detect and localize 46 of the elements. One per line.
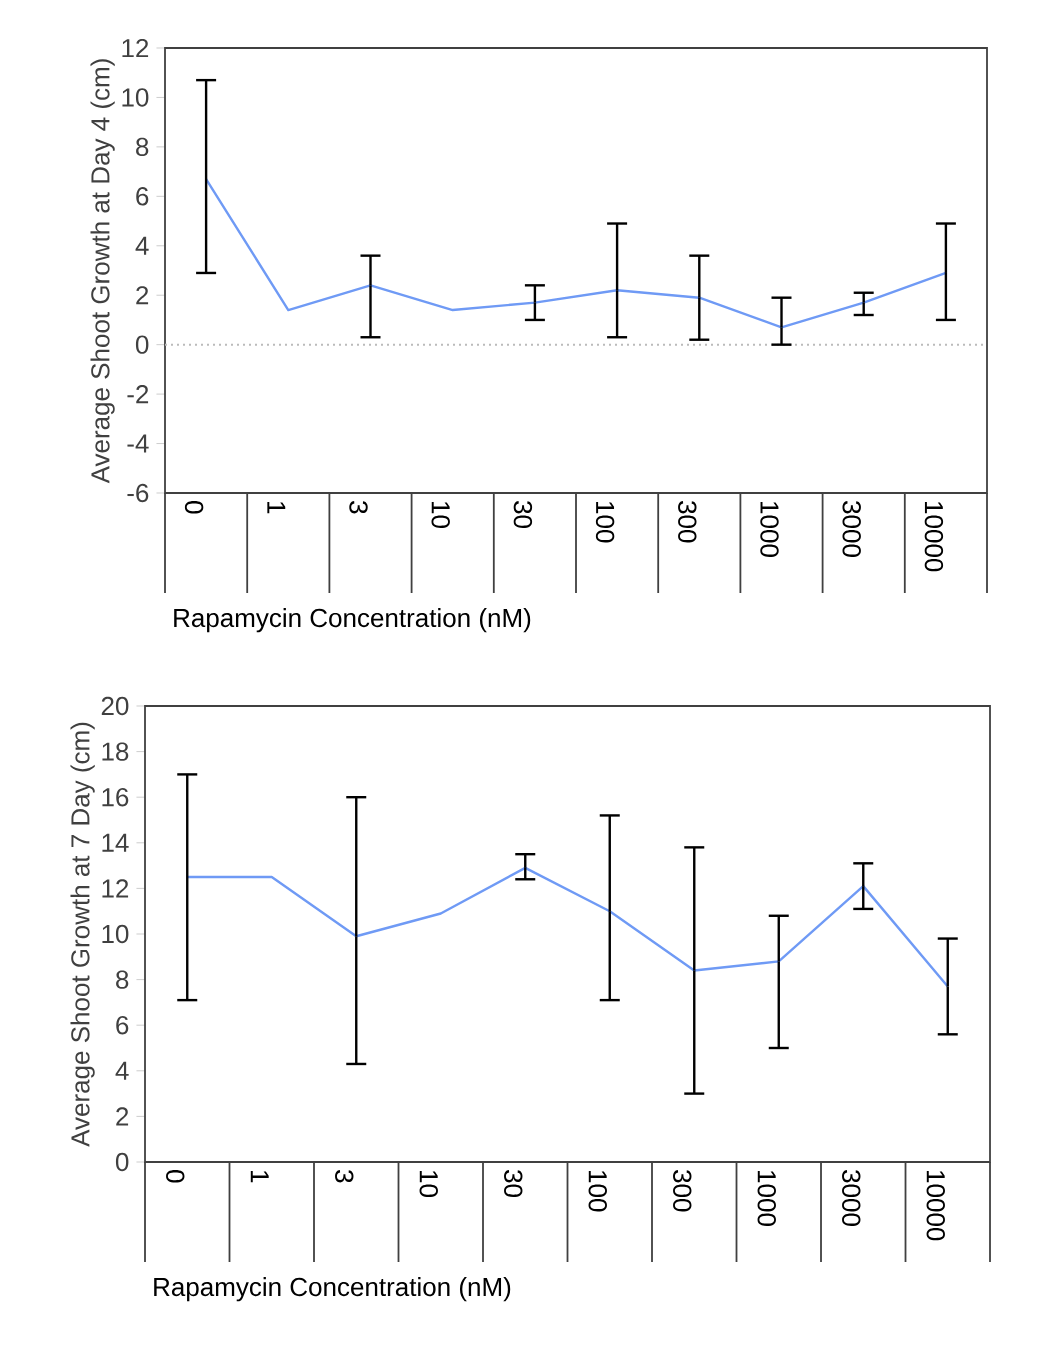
x-axis-title: Rapamycin Concentration (nM) [174,608,531,633]
x-tick-label: 10000 [924,502,944,572]
y-tick-label: 18 [102,742,129,761]
x-tick-label: 30 [513,501,533,528]
y-axis-title: Average Shoot Growth at 7 Day (cm) [70,722,95,1147]
y-tick-label: 20 [101,696,129,716]
y-tick-label: 6 [136,187,149,206]
x-tick-label: 0 [184,501,204,514]
y-axis-title: Average Shoot Growth at Day 4 (cm) [90,59,115,484]
y-tick-label: 8 [116,970,129,989]
x-tick-label: 0 [166,1170,185,1183]
x-tick-label: 1000 [760,502,779,557]
x-tick-label: 100 [588,1171,607,1212]
y-tick-label: 2 [136,286,149,305]
x-tick-label: 3 [349,501,368,514]
x-tick-label: 10 [419,1171,438,1197]
x-axis-title: Rapamycin Concentration (nM) [154,1277,511,1302]
x-tick-label: 3 [335,1170,354,1183]
x-tick-label: 30 [504,1170,523,1197]
y-tick-label: 4 [135,236,149,255]
x-tick-label: 10 [431,502,450,528]
y-tick-label: -6 [127,483,149,503]
line-series [204,177,948,329]
y-tick-label: 16 [102,787,129,807]
x-tick-label: 1000 [757,1171,776,1226]
y-tick-label: 4 [115,1061,129,1080]
x-tick-label: 300 [673,1170,692,1212]
x-tick-label: 3000 [842,501,861,557]
x-tick-label: 300 [678,501,697,543]
x-tick-label: 1 [250,1171,269,1183]
y-tick-label: 2 [116,1107,129,1126]
y-tick-label: 14 [102,833,129,852]
line-series [186,866,949,988]
y-tick-label: 8 [136,137,149,157]
y-tick-label: 10 [102,924,129,944]
x-tick-label: 3000 [842,1170,861,1226]
x-tick-label: 10000 [926,1171,945,1241]
x-tick-label: 100 [595,502,615,543]
y-tick-label: -2 [127,385,149,404]
y-tick-label: 6 [116,1015,129,1035]
y-tick-label: 10 [122,88,149,107]
y-tick-label: 12 [102,879,129,898]
x-tick-label: 1 [267,502,286,514]
y-tick-label: -4 [127,434,149,453]
y-tick-label: 12 [122,38,149,58]
y-tick-label: 0 [135,335,149,354]
